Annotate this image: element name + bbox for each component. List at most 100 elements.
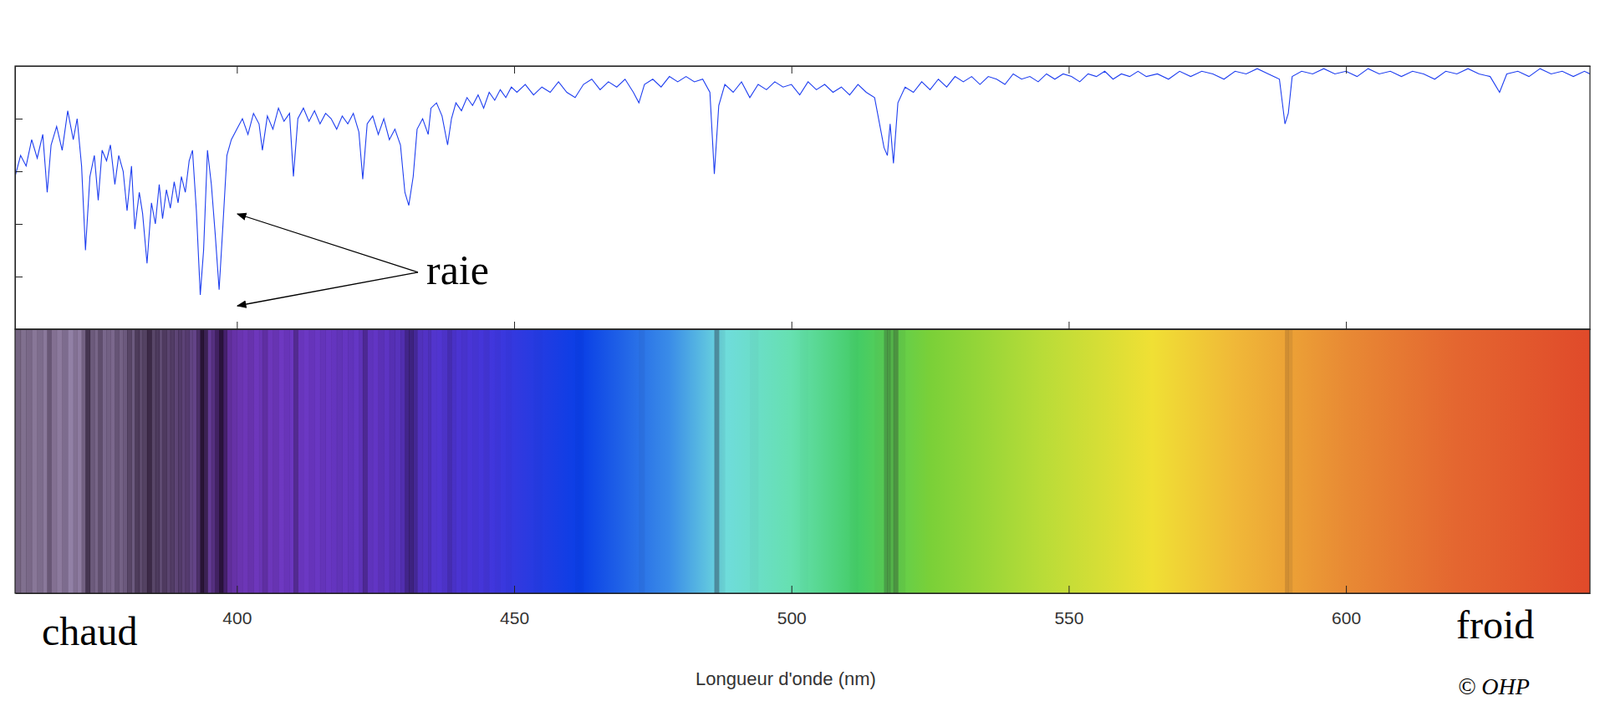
band-line bbox=[661, 329, 670, 594]
band-line bbox=[203, 329, 209, 594]
band-line bbox=[1279, 329, 1286, 594]
band-line bbox=[101, 329, 108, 594]
band-line bbox=[253, 329, 260, 594]
band-line bbox=[652, 329, 662, 594]
band-line bbox=[633, 329, 640, 594]
band-line bbox=[1179, 329, 1192, 594]
band-line bbox=[178, 329, 182, 594]
band-line bbox=[1112, 329, 1122, 594]
band-line bbox=[200, 329, 204, 594]
band-line bbox=[412, 329, 418, 594]
band-line bbox=[913, 329, 923, 594]
band-line bbox=[231, 329, 238, 594]
band-line bbox=[766, 329, 775, 594]
tick bbox=[236, 321, 238, 330]
band-line bbox=[874, 329, 885, 594]
band-line bbox=[1223, 329, 1236, 594]
band-line bbox=[832, 329, 841, 594]
band-line bbox=[1046, 329, 1055, 594]
tick: 500 bbox=[777, 585, 807, 628]
tick-mark bbox=[1345, 585, 1347, 594]
band-line bbox=[455, 329, 462, 594]
band-line bbox=[272, 329, 279, 594]
band-line bbox=[741, 329, 750, 594]
band-line bbox=[774, 329, 784, 594]
x-axis: 400450500550600 bbox=[15, 585, 1591, 628]
band-line bbox=[669, 329, 678, 594]
tick-mark bbox=[15, 66, 23, 67]
band-line bbox=[1368, 329, 1381, 594]
x-axis-top bbox=[15, 66, 1591, 74]
band-line bbox=[1434, 329, 1447, 594]
tick-mark bbox=[791, 66, 793, 74]
band-line bbox=[825, 329, 834, 594]
band-line bbox=[192, 329, 197, 594]
band-line bbox=[185, 329, 190, 594]
band-line bbox=[893, 329, 899, 594]
tick bbox=[1068, 66, 1070, 74]
band-line bbox=[733, 329, 742, 594]
tick bbox=[1345, 66, 1347, 74]
band-line bbox=[1096, 329, 1106, 594]
band-line bbox=[207, 329, 212, 594]
band-line bbox=[214, 329, 220, 594]
band-line bbox=[1446, 329, 1458, 594]
band-line bbox=[122, 329, 128, 594]
band-line bbox=[1301, 329, 1314, 594]
band-line bbox=[114, 329, 119, 594]
band-line bbox=[946, 329, 955, 594]
band-line bbox=[173, 329, 179, 594]
tick bbox=[1345, 321, 1347, 330]
left-label: chaud bbox=[41, 609, 138, 654]
tick bbox=[1068, 321, 1070, 330]
band-line bbox=[677, 329, 687, 594]
band-line bbox=[484, 329, 490, 594]
band-line bbox=[1292, 329, 1303, 594]
band-line bbox=[1551, 329, 1564, 594]
band-line bbox=[134, 329, 140, 594]
band-line bbox=[930, 329, 939, 594]
band-line bbox=[353, 329, 360, 594]
band-line bbox=[303, 329, 310, 594]
band-line bbox=[1021, 329, 1030, 594]
band-line bbox=[694, 329, 704, 594]
band-line bbox=[98, 329, 103, 594]
band-line bbox=[15, 329, 21, 594]
band-line bbox=[320, 329, 327, 594]
band-line bbox=[954, 329, 964, 594]
band-line bbox=[558, 329, 567, 594]
band-line bbox=[42, 329, 48, 594]
tick bbox=[514, 321, 515, 330]
band-line bbox=[442, 329, 449, 594]
band-line bbox=[309, 329, 316, 594]
band-line bbox=[131, 329, 135, 594]
band-line bbox=[1312, 329, 1325, 594]
band-line bbox=[1478, 329, 1491, 594]
band-line bbox=[106, 329, 111, 594]
band-line bbox=[1288, 329, 1293, 594]
band-line bbox=[20, 329, 27, 594]
band-line bbox=[686, 329, 695, 594]
annotation: raie bbox=[426, 246, 490, 294]
band-line bbox=[1284, 329, 1289, 594]
band-line bbox=[890, 329, 894, 594]
band-line bbox=[1190, 329, 1203, 594]
y-axis bbox=[15, 66, 23, 331]
band-line bbox=[67, 329, 74, 594]
band-line bbox=[336, 329, 343, 594]
band-line bbox=[417, 329, 423, 594]
band-line bbox=[1054, 329, 1064, 594]
tick-mark bbox=[15, 171, 23, 173]
tick-mark bbox=[514, 66, 515, 74]
tick-mark bbox=[236, 66, 238, 74]
band-line bbox=[886, 329, 891, 594]
band-line bbox=[118, 329, 124, 594]
band-line bbox=[85, 329, 91, 594]
tick bbox=[791, 321, 793, 330]
band-line bbox=[816, 329, 826, 594]
band-line bbox=[1345, 329, 1358, 594]
band-line bbox=[1080, 329, 1089, 594]
spectrum-band bbox=[15, 329, 1590, 594]
band-line bbox=[709, 329, 715, 594]
tick-mark bbox=[15, 329, 23, 331]
